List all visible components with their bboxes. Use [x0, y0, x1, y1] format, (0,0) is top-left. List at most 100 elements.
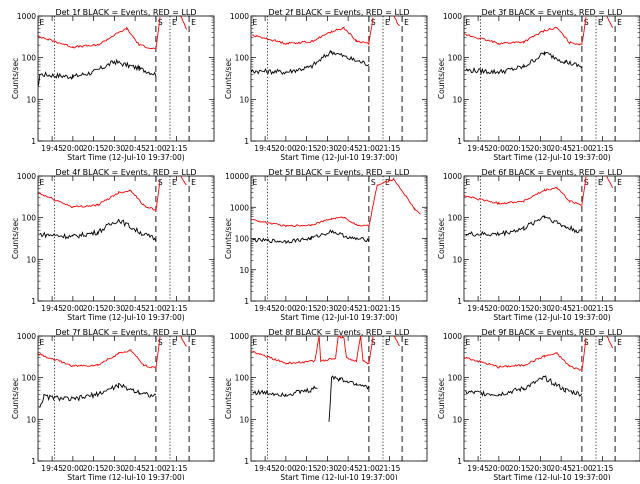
- edge-label: E: [253, 178, 258, 187]
- x-tick-label: 20:00: [275, 144, 297, 153]
- x-tick-label: 20:15: [83, 144, 105, 153]
- y-axis-label: Counts/sec: [11, 58, 20, 99]
- edge-label: E: [466, 178, 471, 187]
- events-series-line: [38, 58, 157, 86]
- marker-label: S: [371, 178, 376, 187]
- x-tick-label: 20:45: [550, 144, 572, 153]
- events-series-line: [465, 375, 583, 397]
- panel-det-1: Det 1f BLACK = Events, RED = LLD 1 10 100 10…: [11, 8, 215, 162]
- x-axis-label: Start Time (12-Jul-10 19:37:00): [493, 313, 610, 322]
- x-tick-label: 20:00: [488, 464, 510, 473]
- edge-label: E: [466, 18, 471, 27]
- events-series-line: [328, 375, 370, 422]
- lld-series-line: [37, 179, 161, 212]
- x-tick-label: 20:15: [509, 464, 531, 473]
- y-axis-label: Counts/sec: [224, 58, 233, 99]
- events-series-line: [252, 229, 370, 245]
- x-tick-label: 20:00: [62, 464, 84, 473]
- x-axis-label: Start Time (12-Jul-10 19:37:00): [67, 473, 184, 480]
- plot-frame: [463, 335, 640, 462]
- x-axis-label: Start Time (12-Jul-10 19:37:00): [493, 473, 610, 480]
- x-tick-label: 20:15: [296, 144, 318, 153]
- y-tick-label: 1: [31, 137, 36, 146]
- x-tick-label: 20:30: [317, 304, 339, 313]
- y-tick-label: 10: [239, 266, 249, 275]
- y-tick-label: 1: [244, 457, 249, 466]
- y-tick-label: 1: [31, 457, 36, 466]
- x-tick-label: 20:45: [337, 144, 359, 153]
- edge-label: E: [253, 18, 258, 27]
- marker-label: S: [158, 178, 163, 187]
- x-tick-label: 20:45: [124, 464, 146, 473]
- y-tick-label: 1000: [230, 12, 249, 21]
- x-tick-label: 21:15: [166, 464, 188, 473]
- x-tick-label: 20:15: [83, 464, 105, 473]
- y-tick-label: 10: [239, 415, 249, 424]
- x-tick-label: 19:45: [467, 464, 489, 473]
- marker-label: E: [191, 178, 196, 187]
- x-tick-label: 19:45: [467, 144, 489, 153]
- panel-det-2: Det 2f BLACK = Events, RED = LLD 1 10 100 10…: [224, 8, 428, 162]
- marker-label: E: [385, 18, 390, 27]
- panel-det-3: Det 3f BLACK = Events, RED = LLD 1 10 100 10…: [437, 8, 640, 162]
- events-series-line: [465, 215, 582, 237]
- x-tick-label: 20:45: [337, 464, 359, 473]
- y-tick-label: 1000: [443, 172, 462, 181]
- y-tick-label: 100: [22, 54, 37, 63]
- x-tick-label: 21:00: [145, 144, 167, 153]
- y-tick-label: 1000: [443, 332, 462, 341]
- x-tick-label: 20:00: [275, 464, 297, 473]
- lld-series-line: [463, 176, 587, 206]
- x-tick-label: 21:00: [571, 304, 593, 313]
- plot-frame: [463, 175, 640, 302]
- marker-label: E: [617, 178, 622, 187]
- x-tick-label: 20:30: [530, 304, 552, 313]
- x-tick-label: 20:30: [530, 464, 552, 473]
- x-tick-label: 20:45: [550, 304, 572, 313]
- edge-label: E: [40, 178, 45, 187]
- plot-frame: [37, 175, 215, 302]
- marker-label: E: [191, 338, 196, 347]
- y-tick-label: 100: [235, 235, 250, 244]
- panel-title: Det 2f BLACK = Events, RED = LLD: [268, 8, 409, 17]
- x-axis-label: Start Time (12-Jul-10 19:37:00): [280, 313, 397, 322]
- events-series-line: [250, 49, 370, 76]
- lld-series-line: [251, 177, 421, 228]
- panel-det-8: Det 8f BLACK = Events, RED = LLD 1 10 100 10…: [224, 328, 428, 482]
- y-tick-label: 100: [22, 374, 37, 383]
- lld-series-line: [463, 337, 587, 372]
- lld-series-line: [464, 17, 587, 46]
- events-series-line: [252, 385, 318, 397]
- y-tick-label: 1000: [17, 12, 36, 21]
- x-tick-label: 20:15: [83, 304, 105, 313]
- x-tick-label: 19:45: [41, 304, 63, 313]
- x-tick-label: 21:15: [166, 144, 188, 153]
- x-tick-label: 20:00: [488, 144, 510, 153]
- x-tick-label: 21:15: [379, 464, 401, 473]
- y-tick-label: 10: [26, 255, 36, 264]
- marker-label: S: [584, 338, 589, 347]
- x-tick-label: 21:00: [358, 304, 380, 313]
- marker-label: E: [385, 338, 390, 347]
- x-tick-label: 21:00: [571, 464, 593, 473]
- x-axis-label: Start Time (12-Jul-10 19:37:00): [67, 313, 184, 322]
- y-tick-label: 1: [457, 297, 462, 306]
- y-tick-label: 1: [244, 137, 249, 146]
- x-tick-label: 21:15: [592, 464, 614, 473]
- panel-det-5: Det 5f BLACK = Events, RED = LLD 1 10 100 10…: [224, 168, 428, 322]
- y-tick-label: 1: [244, 297, 249, 306]
- y-tick-label: 1: [457, 137, 462, 146]
- marker-label: S: [158, 18, 163, 27]
- panel-det-7: Det 7f BLACK = Events, RED = LLD 1 10 100 10…: [11, 328, 215, 482]
- x-axis-label: Start Time (12-Jul-10 19:37:00): [280, 473, 397, 480]
- y-tick-label: 1000: [230, 203, 249, 212]
- y-tick-label: 10: [26, 95, 36, 104]
- marker-label: E: [172, 178, 177, 187]
- x-tick-label: 21:15: [379, 144, 401, 153]
- y-tick-label: 10000: [225, 172, 249, 181]
- y-tick-label: 10: [452, 415, 462, 424]
- marker-label: E: [404, 338, 409, 347]
- marker-label: S: [371, 338, 376, 347]
